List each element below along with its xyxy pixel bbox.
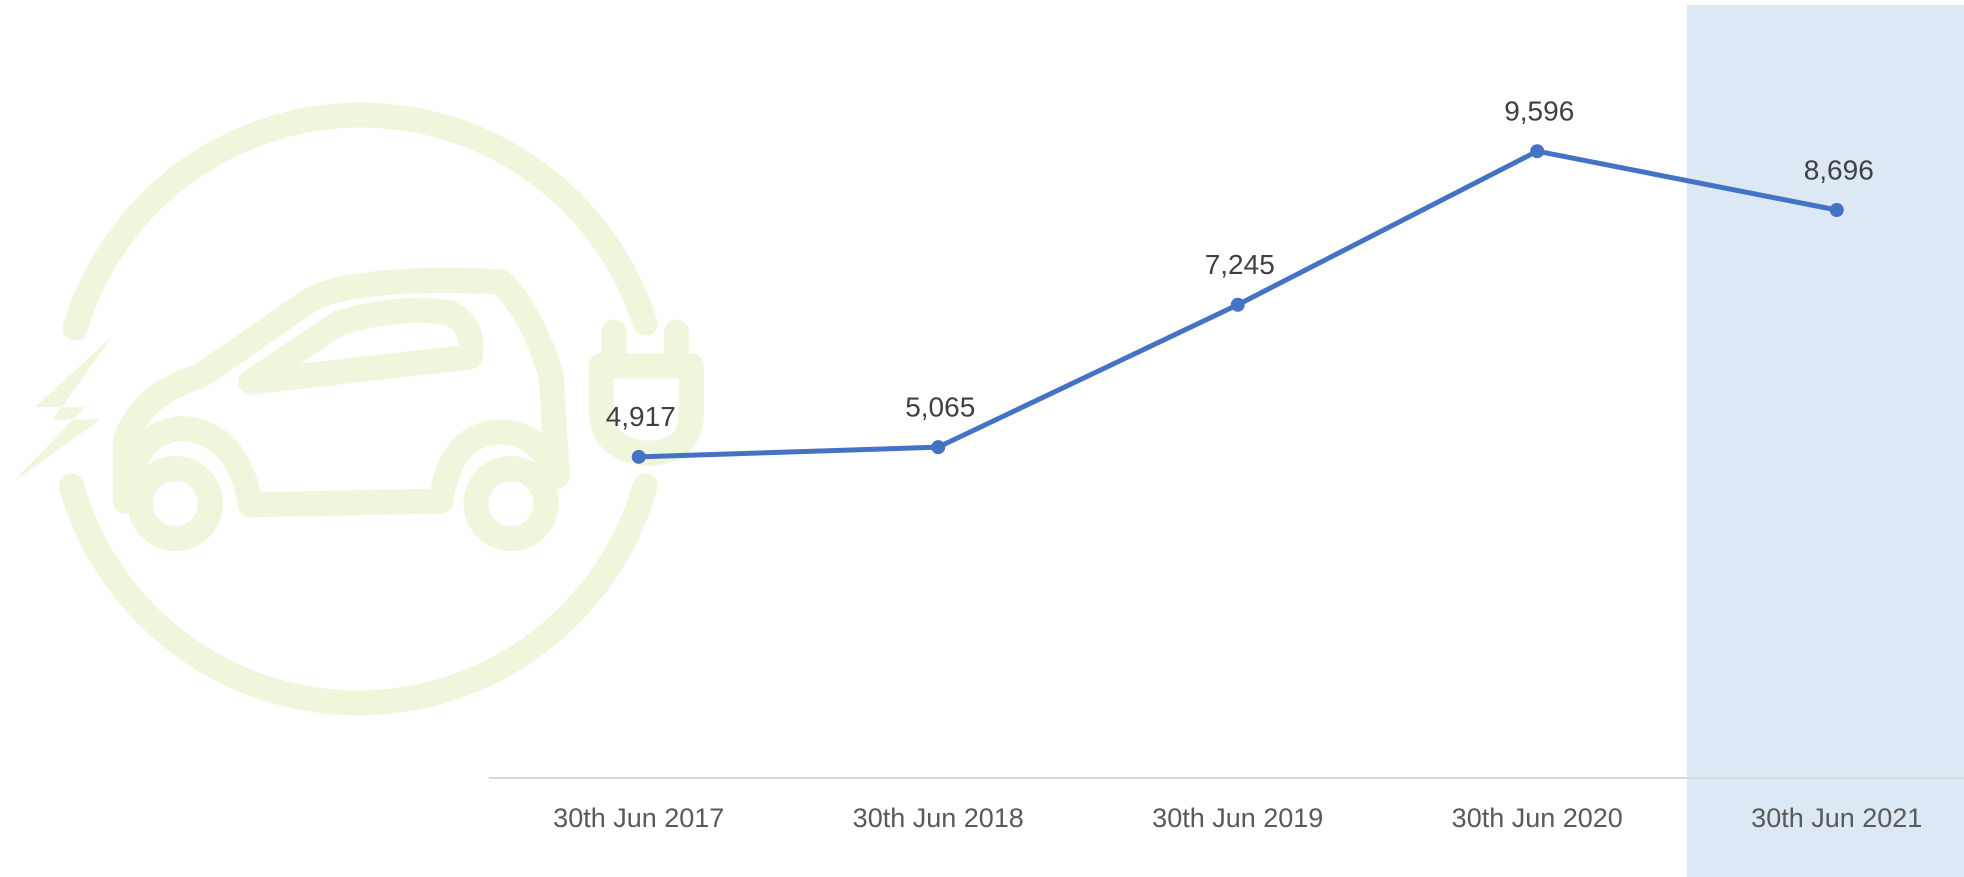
point xyxy=(1530,144,1545,159)
point xyxy=(1230,297,1245,312)
icon-arc-bottom xyxy=(58,473,658,716)
icon-wheel xyxy=(463,455,559,552)
x-tick-label: 30th Jun 2017 xyxy=(553,803,724,833)
icon-window xyxy=(237,297,484,395)
point xyxy=(631,449,646,464)
data-label: 7,245 xyxy=(1205,249,1275,280)
highlight-layer xyxy=(1687,5,1964,877)
data-label: 4,917 xyxy=(606,401,676,432)
icon-plug xyxy=(588,319,704,466)
data-label: 9,596 xyxy=(1504,96,1574,127)
icon-arc-top xyxy=(62,102,658,341)
icon-car xyxy=(112,267,570,518)
x-tick-label: 30th Jun 2021 xyxy=(1751,803,1922,833)
x-tick-label: 30th Jun 2019 xyxy=(1152,803,1323,833)
data-label: 8,696 xyxy=(1804,154,1874,185)
highlight-band xyxy=(1687,5,1964,877)
x-tick-label: 30th Jun 2018 xyxy=(853,803,1024,833)
data-label: 5,065 xyxy=(905,392,975,423)
point xyxy=(1829,202,1844,217)
ev-icon xyxy=(12,102,704,716)
point xyxy=(931,440,946,455)
icon-wheel xyxy=(127,455,223,552)
icon-bolt xyxy=(12,335,113,483)
x-tick-label: 30th Jun 2020 xyxy=(1452,803,1623,833)
